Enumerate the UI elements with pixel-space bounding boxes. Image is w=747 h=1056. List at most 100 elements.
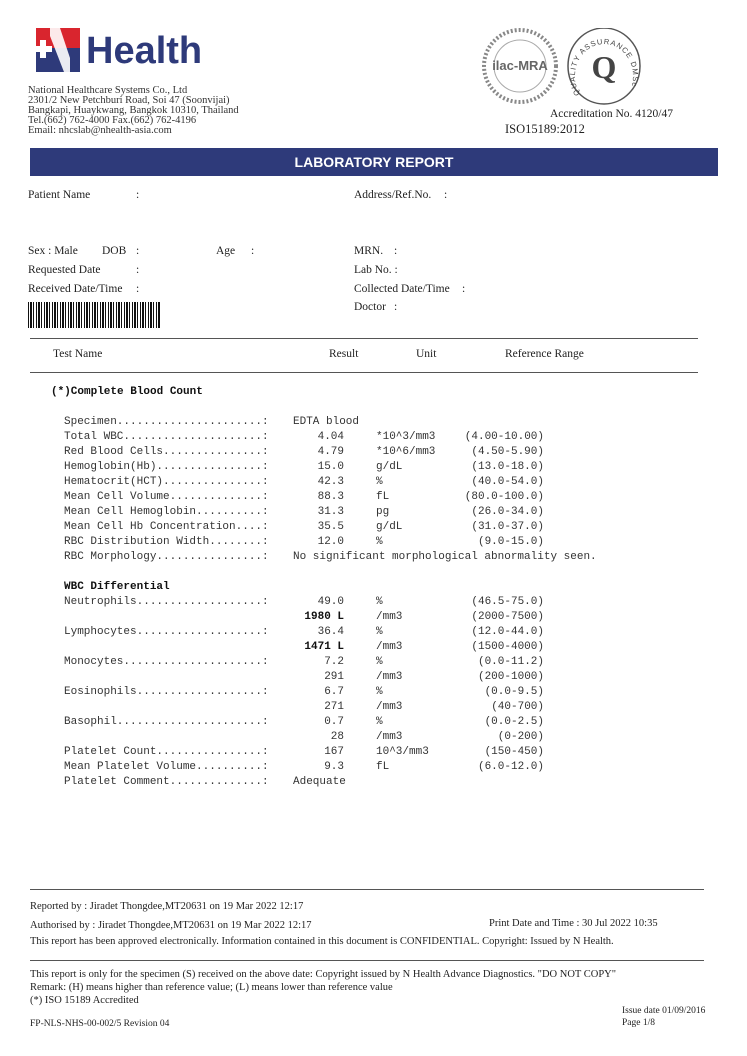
- result-value: 28: [330, 731, 344, 743]
- reference-range: (0.0-9.5): [484, 686, 544, 698]
- result-row: Red Blood Cells...............: 4.79 *10^6…: [64, 446, 664, 461]
- test-name: RBC Distribution Width........:: [64, 536, 269, 548]
- result-row: Hematocrit(HCT)...............: 42.3% (40.…: [64, 476, 664, 491]
- reference-range: (26.0-34.0): [471, 506, 544, 518]
- result-value: 15.0: [317, 461, 344, 473]
- colon: :: [136, 283, 140, 295]
- result-unit: /mm3: [376, 731, 403, 743]
- test-name: Neutrophils...................:: [64, 596, 269, 608]
- test-name: Red Blood Cells...............:: [64, 446, 269, 458]
- form-number: FP-NLS-NHS-00-002/5 Revision 04: [30, 1019, 170, 1029]
- divider: [30, 372, 698, 373]
- result-row: RBC Distribution Width........: 12.0% (9.0…: [64, 536, 664, 551]
- result-value: 42.3: [317, 476, 344, 488]
- result-row: Eosinophils...................: 6.7% (0.0-…: [64, 686, 664, 701]
- result-unit: /mm3: [376, 641, 403, 653]
- collected-date-label: Collected Date/Time: [354, 283, 450, 295]
- test-name: Hematocrit(HCT)...............:: [64, 476, 269, 488]
- result-value: 6.7: [324, 686, 344, 698]
- result-row: 1471 L/mm3 (1500-4000): [64, 641, 664, 656]
- result-row: 271/mm3 (40-700): [64, 701, 664, 716]
- divider: [30, 338, 698, 339]
- reference-range: (40-700): [491, 701, 544, 713]
- header-unit: Unit: [416, 348, 437, 360]
- test-name: Basophil......................:: [64, 716, 269, 728]
- reference-range: (1500-4000): [471, 641, 544, 653]
- result-row: 28/mm3 (0-200): [64, 731, 664, 746]
- result-row: Hemoglobin(Hb)................: 15.0 g/dL (…: [64, 461, 664, 476]
- subsection-title: WBC Differential: [64, 581, 170, 593]
- result-unit: %: [376, 716, 383, 728]
- result-value: 291: [324, 671, 344, 683]
- confidential-note: This report has been approved electronic…: [30, 936, 614, 947]
- colon: :: [136, 189, 140, 201]
- accreditation-number: Accreditation No. 4120/47: [550, 108, 673, 120]
- result-value: 4.04: [317, 431, 344, 443]
- page-number: Page 1/8: [622, 1018, 655, 1028]
- result-row: Mean Platelet Volume..........: 9.3 fL (6.0…: [64, 761, 664, 776]
- result-value: Adequate: [293, 776, 346, 788]
- test-name: Mean Cell Volume..............:: [64, 491, 269, 503]
- test-name: Mean Platelet Volume..........:: [64, 761, 269, 773]
- flagged-result-value: 1980 L: [304, 611, 344, 623]
- specimen-note: This report is only for the specimen (S)…: [30, 969, 617, 980]
- result-unit: *10^6/mm3: [376, 446, 436, 458]
- report-title-banner: LABORATORY REPORT: [30, 148, 718, 176]
- result-value: 31.3: [317, 506, 344, 518]
- print-date-time: Print Date and Time : 30 Jul 2022 10:35: [489, 918, 658, 929]
- result-row: Monocytes.....................: 7.2% (0.0-…: [64, 656, 664, 671]
- mrn-label: MRN.: [354, 245, 384, 257]
- result-row: 291/mm3 (200-1000): [64, 671, 664, 686]
- reference-range: (0-200): [497, 731, 544, 743]
- result-unit: %: [376, 626, 383, 638]
- reference-range: (6.0-12.0): [477, 761, 544, 773]
- company-address: National Healthcare Systems Co., Ltd 230…: [28, 85, 239, 136]
- colon: :: [394, 245, 398, 257]
- colon: :: [462, 283, 466, 295]
- colon: :: [136, 264, 140, 276]
- result-unit: g/dL: [376, 461, 403, 473]
- address-ref-label: Address/Ref.No.: [354, 189, 432, 201]
- colon: :: [251, 245, 255, 257]
- result-row: Basophil......................: 0.7% (0.0-…: [64, 716, 664, 731]
- colon: :: [394, 301, 398, 313]
- result-value: EDTA blood: [293, 416, 360, 428]
- barcode: [28, 302, 160, 328]
- address-line-1: 2301/2 New Petchburi Road, Soi 47 (Soonv…: [28, 95, 230, 106]
- received-date-label: Received Date/Time: [28, 283, 123, 295]
- result-value: 0.7: [324, 716, 344, 728]
- result-value: 49.0: [317, 596, 344, 608]
- result-unit: /mm3: [376, 671, 403, 683]
- result-row: Mean Cell Volume..............: 88.3 fL (80…: [64, 491, 664, 506]
- reference-range: (0.0-11.2): [477, 656, 544, 668]
- n-health-logo: Health: [36, 26, 226, 76]
- result-unit: %: [376, 596, 383, 608]
- brand-name: Health: [86, 30, 203, 72]
- result-unit: fL: [376, 761, 390, 773]
- subsection-heading: WBC Differential: [64, 581, 664, 596]
- n-cross-logo-icon: [36, 28, 80, 72]
- dmsc-quality-assurance-seal: Q QUALITY ASSURANCE DMSc: [567, 28, 641, 105]
- company-name: National Healthcare Systems Co., Ltd: [28, 85, 188, 96]
- test-name: Platelet Comment..............:: [64, 776, 269, 788]
- result-value: 36.4: [317, 626, 344, 638]
- reference-range: (200-1000): [477, 671, 544, 683]
- result-unit: /mm3: [376, 701, 403, 713]
- result-value: 271: [324, 701, 344, 713]
- result-row: Specimen......................: EDTA bloo…: [64, 416, 664, 431]
- result-value: 12.0: [317, 536, 344, 548]
- reported-by: Reported by : Jiradet Thongdee,MT20631 o…: [30, 901, 304, 912]
- iso-standard: ISO15189:2012: [505, 122, 585, 136]
- test-name: Mean Cell Hemoglobin..........:: [64, 506, 269, 518]
- header-reference-range: Reference Range: [505, 348, 584, 360]
- phone-fax: Tel.(662) 762-4000 Fax.(662) 762-4196: [28, 115, 197, 126]
- remark: Remark: (H) means higher than reference …: [30, 982, 393, 993]
- seal-text: ilac-MRA: [492, 58, 548, 73]
- reference-range: (4.00-10.00): [464, 431, 544, 443]
- result-unit: %: [376, 686, 383, 698]
- age-label: Age: [216, 245, 236, 257]
- reference-range: (150-450): [484, 746, 544, 758]
- test-name: Eosinophils...................:: [64, 686, 269, 698]
- reference-range: (46.5-75.0): [471, 596, 544, 608]
- result-row: Mean Cell Hb Concentration....: 35.5 g/dL (…: [64, 521, 664, 536]
